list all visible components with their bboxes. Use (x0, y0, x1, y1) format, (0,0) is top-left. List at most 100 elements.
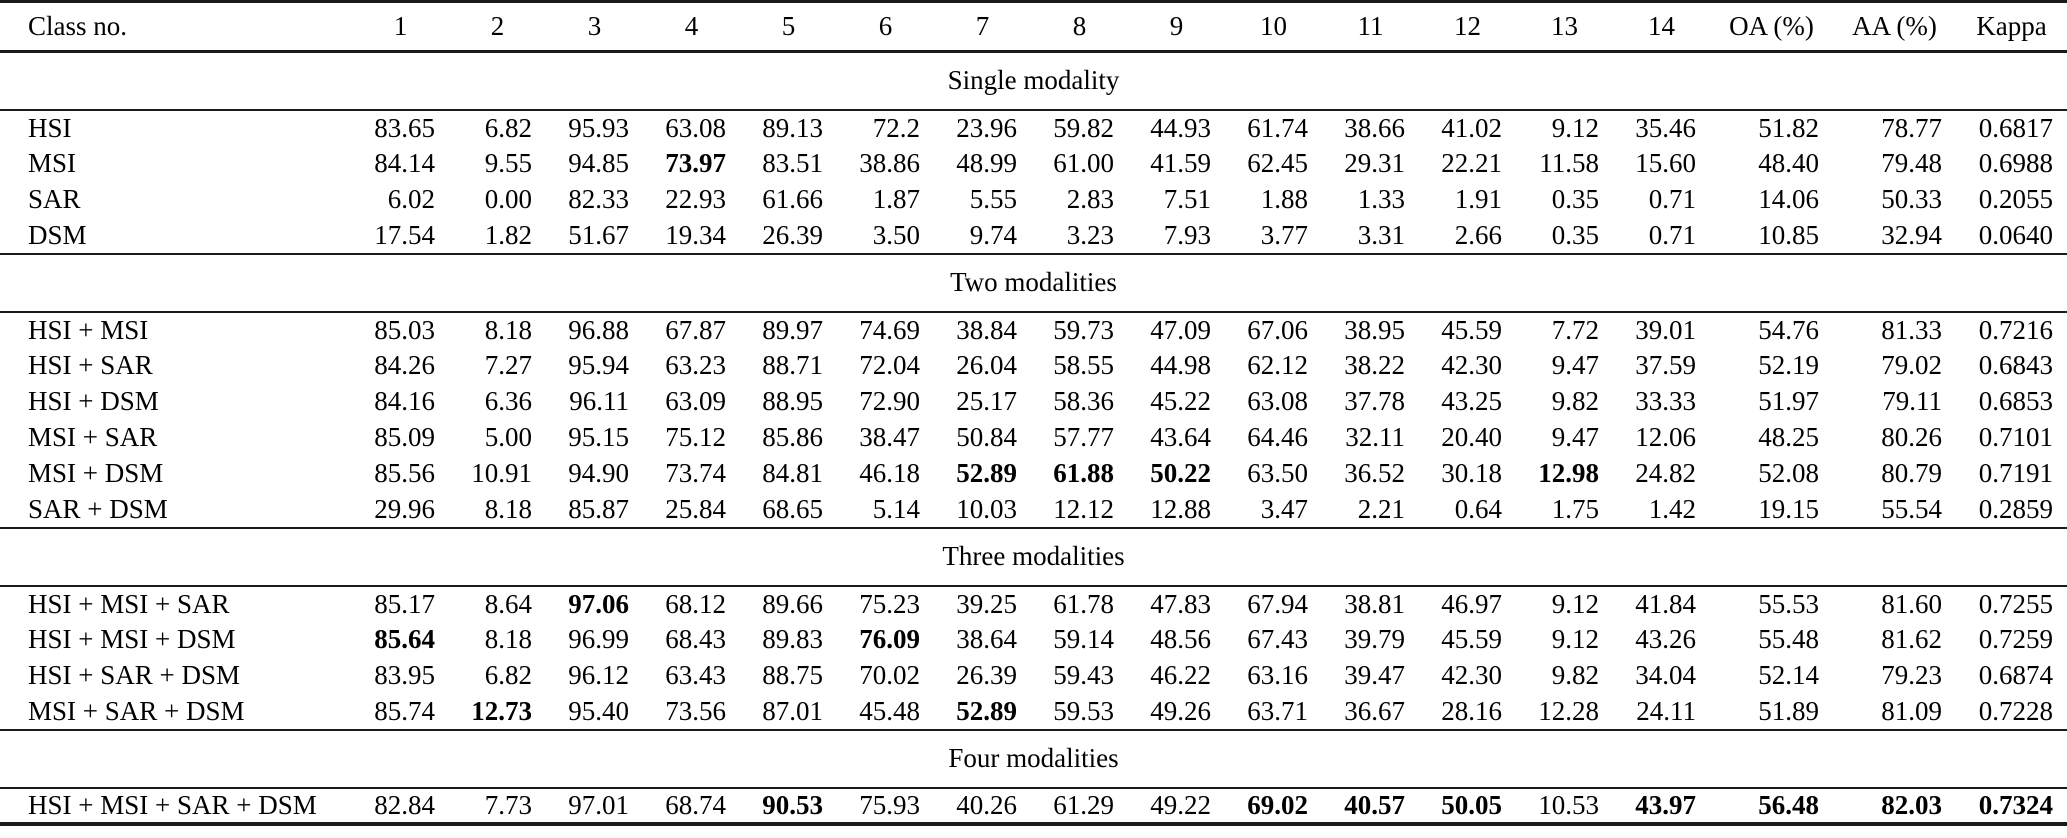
value-cell: 74.69 (859, 314, 920, 345)
value-cell: 0.6988 (1978, 148, 2053, 178)
value-cell: 8.64 (484, 588, 532, 619)
value-cell: 85.86 (762, 422, 823, 452)
value-cell: 24.82 (1635, 458, 1696, 488)
value-cell: 82.33 (568, 184, 629, 214)
value-cell: 80.26 (1881, 422, 1942, 452)
value-cell: 52.89 (956, 695, 1017, 726)
row-label: MSI + SAR (28, 422, 158, 452)
value-cell: 79.23 (1881, 660, 1942, 690)
section: Two modalities HSI + MSI 85.03 8.18 96.88 67.… (0, 252, 2067, 528)
value-cell: 36.52 (1344, 458, 1405, 488)
row-label: HSI + SAR + DSM (28, 660, 241, 690)
value-cell: 8.18 (484, 493, 532, 524)
value-cell: 50.84 (956, 422, 1017, 452)
section-title-row: Two modalities (0, 252, 2067, 313)
value-cell: 49.22 (1150, 789, 1211, 820)
value-cell: 51.82 (1758, 112, 1819, 143)
value-cell: 38.64 (956, 624, 1017, 654)
value-cell: 70.02 (859, 660, 920, 690)
value-cell: 81.09 (1881, 695, 1942, 726)
section-title: Single modality (0, 51, 2067, 111)
value-cell: 1.88 (1260, 184, 1308, 214)
value-cell: 0.00 (484, 184, 532, 214)
value-cell: 39.47 (1344, 660, 1405, 690)
value-cell: 45.22 (1150, 386, 1211, 416)
value-cell: 12.06 (1635, 422, 1696, 452)
value-cell: 50.05 (1441, 789, 1502, 820)
value-cell: 75.12 (665, 422, 726, 452)
column-header-class-no: Class no. (0, 1, 352, 53)
value-cell: 68.65 (762, 493, 823, 524)
value-cell: 47.09 (1150, 314, 1211, 345)
value-cell: 40.57 (1344, 789, 1405, 820)
value-cell: 67.94 (1247, 588, 1308, 619)
value-cell: 72.90 (859, 386, 920, 416)
section-title: Two modalities (0, 252, 2067, 313)
value-cell: 30.18 (1441, 458, 1502, 488)
value-cell: 32.94 (1881, 219, 1942, 250)
value-cell: 58.55 (1053, 350, 1114, 380)
value-cell: 95.93 (568, 112, 629, 143)
value-cell: 45.59 (1441, 314, 1502, 345)
value-cell: 10.85 (1758, 219, 1819, 250)
value-cell: 2.66 (1454, 219, 1502, 250)
value-cell: 43.25 (1441, 386, 1502, 416)
value-cell: 50.33 (1881, 184, 1942, 214)
value-cell: 25.84 (665, 493, 726, 524)
value-cell: 0.71 (1648, 184, 1696, 214)
value-cell: 3.31 (1357, 219, 1405, 250)
value-cell: 41.02 (1441, 112, 1502, 143)
table-row: MSI + DSM 85.56 10.91 94.90 73.74 84.81 46.18 5… (0, 456, 2067, 492)
value-cell: 39.79 (1344, 624, 1405, 654)
value-cell: 63.43 (665, 660, 726, 690)
value-cell: 0.7255 (1978, 588, 2053, 619)
value-cell: 38.47 (859, 422, 920, 452)
value-cell: 22.21 (1441, 148, 1502, 178)
value-cell: 72.2 (872, 112, 920, 143)
value-cell: 52.89 (956, 458, 1017, 488)
value-cell: 6.02 (387, 184, 435, 214)
column-header: OA (%) (1710, 1, 1833, 53)
value-cell: 59.82 (1053, 112, 1114, 143)
row-label: DSM (28, 219, 87, 250)
value-cell: 88.71 (762, 350, 823, 380)
value-cell: 83.51 (762, 148, 823, 178)
value-cell: 83.65 (374, 112, 435, 143)
value-cell: 82.03 (1881, 789, 1942, 820)
value-cell: 56.48 (1758, 789, 1819, 820)
value-cell: 84.26 (374, 350, 435, 380)
section: Single modality HSI 83.65 6.82 95.93 63.08 89.… (0, 51, 2067, 254)
value-cell: 80.79 (1881, 458, 1942, 488)
value-cell: 0.6874 (1978, 660, 2053, 690)
row-label: HSI + MSI + DSM (28, 624, 236, 654)
value-cell: 9.82 (1551, 660, 1599, 690)
table-row: HSI + MSI + SAR 85.17 8.64 97.06 68.12 89.66 7… (0, 586, 2067, 622)
value-cell: 79.02 (1881, 350, 1942, 380)
value-cell: 63.08 (665, 112, 726, 143)
value-cell: 83.95 (374, 660, 435, 690)
value-cell: 12.28 (1538, 695, 1599, 726)
value-cell: 26.39 (762, 219, 823, 250)
value-cell: 78.77 (1881, 112, 1942, 143)
row-label: HSI + MSI + SAR + DSM (28, 789, 317, 820)
section-title: Three modalities (0, 526, 2067, 587)
section-title-row: Four modalities (0, 728, 2067, 789)
value-cell: 81.60 (1881, 588, 1942, 619)
column-header: Kappa (1956, 1, 2067, 53)
value-cell: 95.15 (568, 422, 629, 452)
value-cell: 37.78 (1344, 386, 1405, 416)
section: Three modalities HSI + MSI + SAR 85.17 8.64… (0, 526, 2067, 730)
value-cell: 43.97 (1635, 789, 1696, 820)
table-row: SAR + DSM 29.96 8.18 85.87 25.84 68.65 5.14 10.… (0, 492, 2067, 528)
value-cell: 51.97 (1758, 386, 1819, 416)
value-cell: 62.12 (1247, 350, 1308, 380)
value-cell: 59.43 (1053, 660, 1114, 690)
column-header: 13 (1516, 1, 1613, 53)
value-cell: 89.83 (762, 624, 823, 654)
value-cell: 24.11 (1636, 695, 1696, 726)
value-cell: 39.01 (1635, 314, 1696, 345)
value-cell: 68.43 (665, 624, 726, 654)
value-cell: 19.34 (665, 219, 726, 250)
value-cell: 37.59 (1635, 350, 1696, 380)
value-cell: 10.03 (956, 493, 1017, 524)
